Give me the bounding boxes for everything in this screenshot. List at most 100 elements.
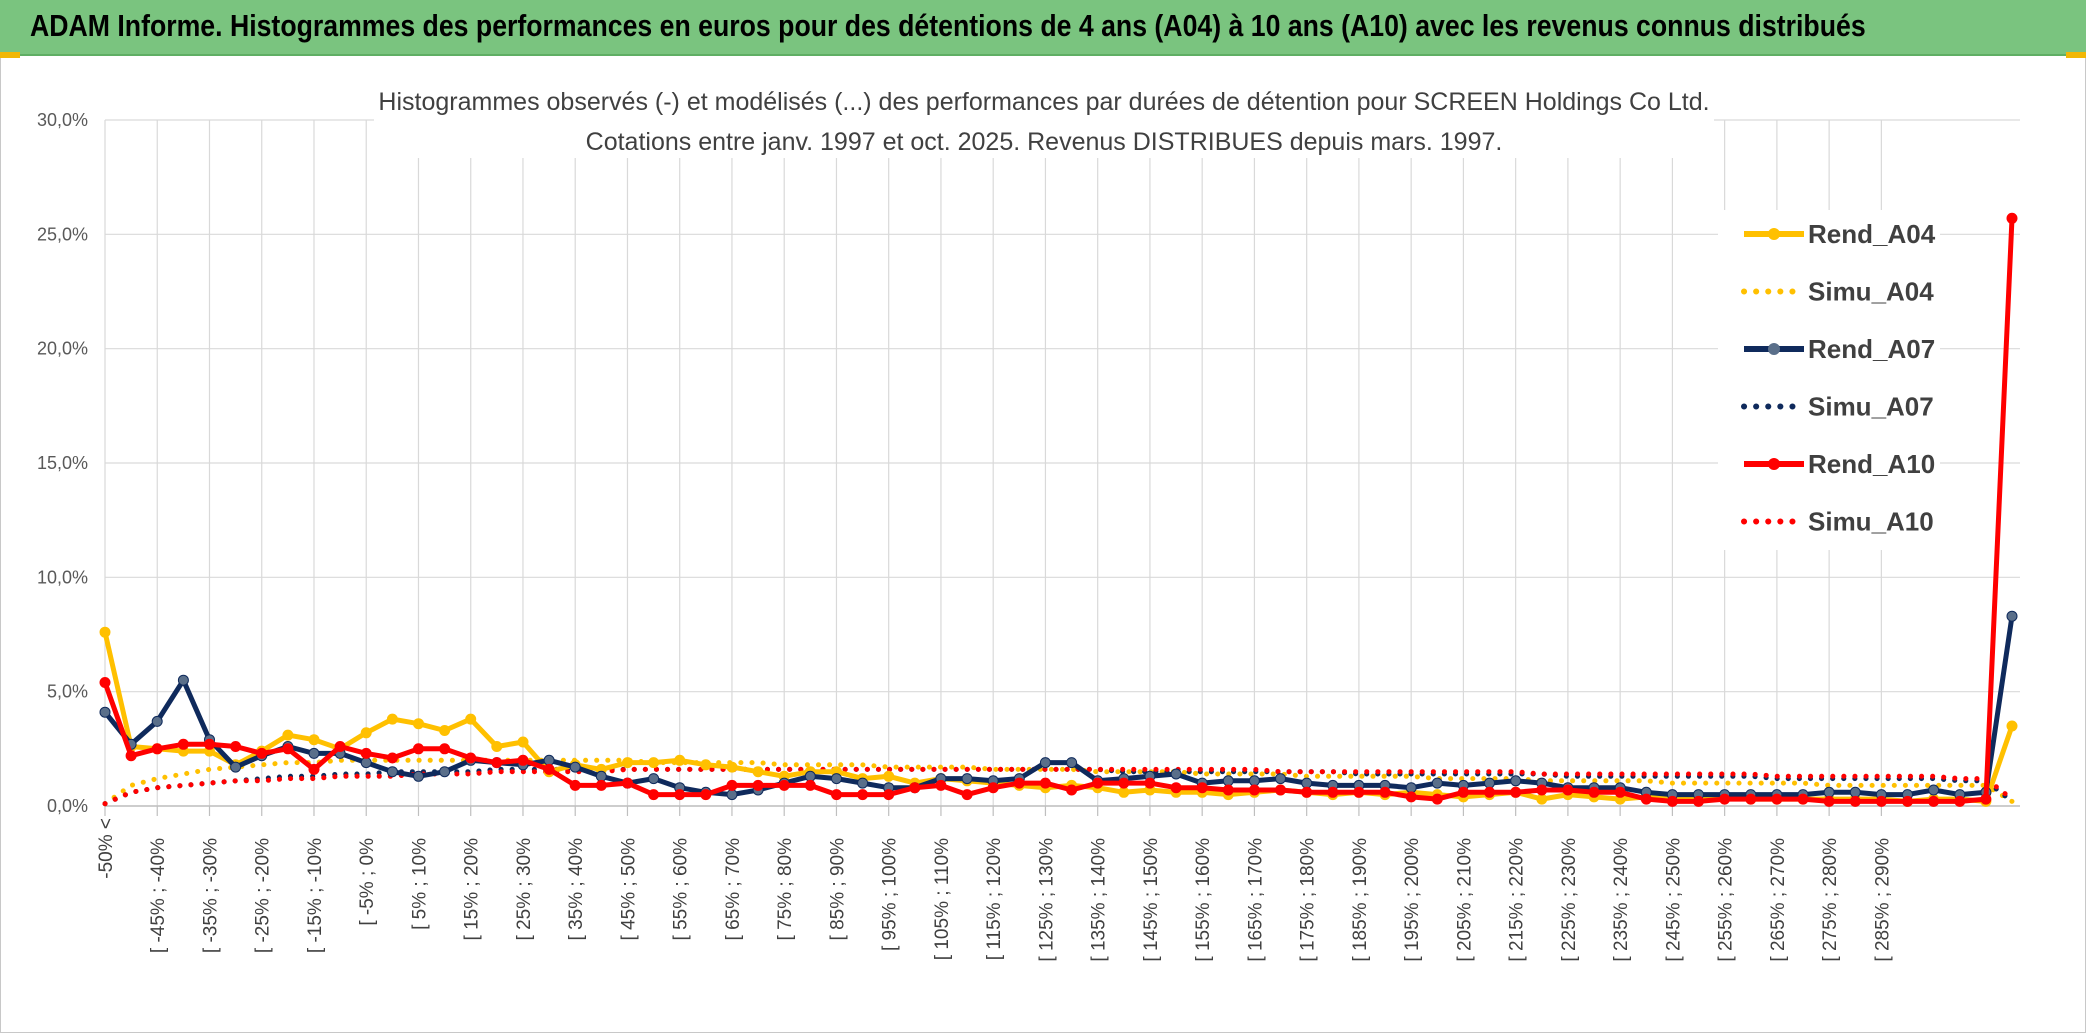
- data-point: [1902, 795, 1913, 807]
- x-tick-label: [ 85% ; 90%: [827, 838, 848, 941]
- data-point: [1222, 775, 1234, 787]
- data-point: [386, 752, 398, 764]
- data-point: [1980, 793, 1992, 805]
- series-layer: [99, 212, 2018, 807]
- data-point: [465, 713, 477, 725]
- data-point: [1353, 786, 1365, 798]
- data-point: [1510, 786, 1522, 798]
- data-point: [1301, 777, 1313, 789]
- x-tick-label: [ 225% ; 230%: [1559, 838, 1580, 962]
- data-point: [308, 747, 320, 759]
- report-title: ADAM Informe. Histogrammes des performan…: [30, 8, 1866, 43]
- x-tick-label: [ 5% ; 10%: [409, 838, 430, 930]
- series-simu-a04: [102, 757, 2015, 807]
- data-point: [1562, 784, 1574, 796]
- legend-label: Rend_A07: [1808, 334, 1935, 364]
- data-point: [1849, 786, 1861, 798]
- data-point: [1248, 775, 1260, 787]
- legend-label: Simu_A10: [1808, 507, 1934, 537]
- x-tick-label: [ 175% ; 180%: [1298, 838, 1319, 962]
- data-point: [99, 626, 111, 638]
- data-point: [1039, 757, 1051, 769]
- data-point: [935, 779, 947, 791]
- data-point: [831, 773, 842, 785]
- data-point: [1745, 793, 1757, 805]
- data-point: [439, 766, 451, 778]
- x-tick-label: [ 275% ; 280%: [1820, 838, 1841, 962]
- data-point: [1405, 782, 1417, 794]
- data-point: [1614, 786, 1626, 798]
- data-point: [1457, 786, 1469, 798]
- x-tick-label: [ 235% ; 240%: [1611, 838, 1632, 962]
- data-point: [1536, 784, 1548, 796]
- x-tick-label: [ -5% ; 0%: [357, 838, 378, 926]
- x-tick-label: [ 95% ; 100%: [880, 838, 901, 951]
- x-tick-label: [ 65% ; 70%: [723, 838, 744, 941]
- x-tick-label: [ 105% ; 110%: [932, 838, 953, 960]
- data-point: [1170, 768, 1182, 780]
- data-point: [517, 754, 529, 766]
- data-point: [439, 725, 451, 736]
- chart-title-background: [374, 82, 1714, 158]
- data-point: [1640, 793, 1652, 805]
- x-tick-label: [ -25% ; -20%: [253, 838, 274, 953]
- data-point: [961, 789, 973, 801]
- data-point: [491, 757, 503, 769]
- x-tick-label: [ 125% ; 130%: [1036, 838, 1057, 962]
- data-point: [99, 677, 111, 688]
- data-point: [804, 770, 816, 782]
- x-tick-label: [ 75% ; 80%: [775, 838, 796, 941]
- data-point: [1013, 777, 1025, 789]
- data-point: [1118, 777, 1130, 789]
- data-point: [1379, 786, 1391, 798]
- x-tick-label: [ -45% ; -40%: [148, 838, 169, 953]
- y-tick-label: 20,0%: [37, 339, 88, 359]
- data-point: [1875, 795, 1887, 807]
- data-point: [204, 738, 215, 750]
- data-point: [1222, 784, 1234, 796]
- data-point: [1588, 786, 1600, 798]
- data-point: [413, 770, 424, 782]
- legend-background: [1718, 210, 1940, 550]
- data-point: [99, 706, 111, 718]
- data-point: [987, 782, 999, 794]
- data-point: [151, 743, 163, 755]
- data-point: [752, 766, 764, 778]
- x-tick-label: [ 215% ; 220%: [1507, 838, 1528, 962]
- data-point: [1144, 777, 1156, 789]
- report-banner: ADAM Informe. Histogrammes des performan…: [0, 0, 2086, 56]
- legend-marker: [1768, 458, 1780, 470]
- y-tick-label: 15,0%: [37, 453, 88, 473]
- data-point: [726, 789, 738, 801]
- data-point: [386, 766, 398, 778]
- data-point: [1275, 784, 1286, 796]
- x-tick-label: -50% <: [96, 818, 117, 879]
- data-point: [1196, 782, 1208, 794]
- data-point: [595, 779, 607, 791]
- legend: Rend_A04 Simu_A04 Rend_A07 Simu_A07 Rend_A10…: [1718, 210, 1940, 550]
- data-point: [282, 743, 294, 755]
- data-point: [1484, 786, 1495, 798]
- data-point: [726, 779, 738, 791]
- legend-label: Simu_A04: [1808, 277, 1934, 307]
- data-point: [1823, 795, 1835, 807]
- x-tick-label: [ -35% ; -30%: [200, 838, 221, 953]
- data-point: [543, 754, 555, 766]
- data-point: [778, 779, 790, 791]
- data-point: [1693, 795, 1704, 807]
- legend-marker: [1768, 228, 1780, 240]
- data-point: [804, 779, 816, 791]
- x-tick-label: [ 165% ; 170%: [1245, 838, 1266, 962]
- x-tick-label: [ 15% ; 20%: [462, 838, 483, 941]
- data-point: [256, 747, 268, 759]
- data-point: [1327, 786, 1339, 798]
- data-point: [1248, 784, 1260, 796]
- data-point: [308, 763, 320, 775]
- y-axis: 0,0% 5,0% 10,0% 15,0% 20,0% 25,0% 30,0%: [37, 110, 88, 816]
- chart-title-line1: Histogrammes observés (-) et modélisés (…: [378, 88, 1709, 116]
- data-point: [334, 741, 346, 752]
- data-point: [543, 763, 555, 775]
- data-point: [1797, 793, 1809, 805]
- x-tick-label: [ 185% ; 190%: [1350, 838, 1371, 962]
